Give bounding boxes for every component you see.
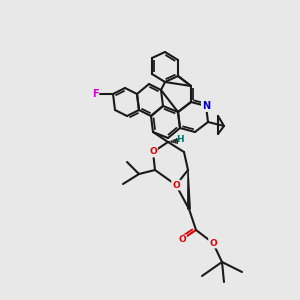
Text: N: N bbox=[202, 101, 210, 111]
Text: H: H bbox=[176, 136, 184, 145]
Text: O: O bbox=[149, 148, 157, 157]
Text: O: O bbox=[209, 238, 217, 247]
Text: F: F bbox=[92, 89, 98, 99]
Polygon shape bbox=[188, 170, 190, 209]
Text: O: O bbox=[172, 181, 180, 190]
Text: O: O bbox=[178, 236, 186, 244]
